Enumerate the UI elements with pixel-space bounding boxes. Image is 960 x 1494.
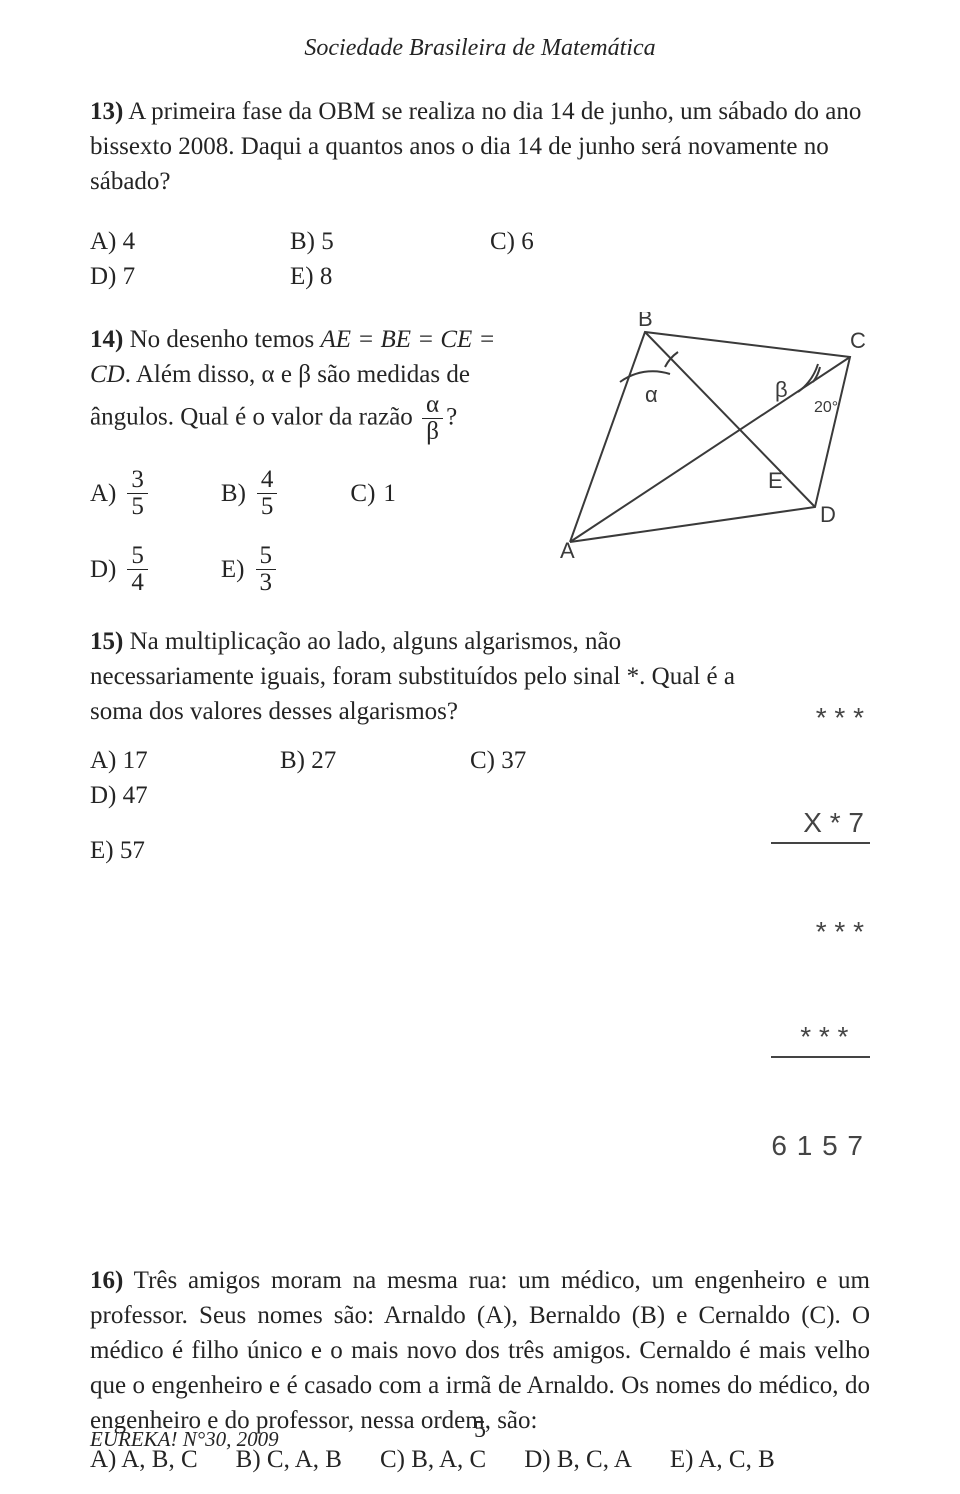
q14-ratio-num: α bbox=[422, 392, 443, 419]
q15-prompt: 15) Na multiplicação ao lado, alguns alg… bbox=[90, 624, 741, 729]
q14-opt-b-frac: 45 bbox=[257, 467, 278, 521]
q14-figure: A B C D E α β 20° bbox=[550, 312, 870, 572]
q13-number: 13) bbox=[90, 98, 123, 125]
q16-number: 16) bbox=[90, 1267, 123, 1294]
q14-text-block: 14) No desenho temos AE = BE = CE = CD. … bbox=[90, 322, 530, 597]
page-footer: EUREKA! N°30, 2009 5 bbox=[90, 1425, 870, 1454]
q15-mult-l4: * * * bbox=[771, 1019, 870, 1058]
q15-mult-l1: * * * bbox=[771, 700, 870, 735]
page: Sociedade Brasileira de Matemática 13) A… bbox=[0, 0, 960, 1494]
q13-body: A primeira fase da OBM se realiza no dia… bbox=[90, 98, 861, 195]
q15-opt-d: D) 47 bbox=[90, 778, 208, 813]
q15-options-row1: A) 17 B) 27 C) 37 D) 47 bbox=[90, 743, 741, 813]
q15-opt-b: B) 27 bbox=[280, 743, 470, 778]
q14-options-row2: D) 54 E) 53 bbox=[90, 543, 530, 597]
q14-label-C: C bbox=[850, 328, 866, 353]
q14-opt-d: D) 54 bbox=[90, 543, 151, 597]
q15-number: 15) bbox=[90, 628, 123, 655]
q14-ratio-frac: αβ bbox=[422, 392, 443, 446]
q14-label-E: E bbox=[768, 468, 783, 493]
q14-label-beta: β bbox=[775, 377, 788, 402]
q15-body: Na multiplicação ao lado, alguns algaris… bbox=[90, 628, 735, 725]
q14-label-B: B bbox=[638, 312, 653, 331]
q14-label-D: D bbox=[820, 502, 836, 527]
q15-mult-l2: X * 7 bbox=[771, 805, 870, 844]
question-13: 13) A primeira fase da OBM se realiza no… bbox=[90, 94, 870, 294]
q14-options-row1: A) 35 B) 45 C) 1 bbox=[90, 467, 530, 521]
q14-ratio-den: β bbox=[422, 419, 443, 445]
q13-opt-c: C) 6 bbox=[490, 224, 690, 259]
q14-opt-c-val: 1 bbox=[383, 476, 396, 511]
q14-opt-e-label: E) bbox=[221, 552, 245, 587]
q13-opt-d: D) 7 bbox=[90, 259, 290, 294]
page-number: 5 bbox=[90, 1414, 870, 1448]
q14-opt-a-frac: 35 bbox=[127, 467, 148, 521]
q14-opt-a: A) 35 bbox=[90, 467, 151, 521]
q13-text: 13) A primeira fase da OBM se realiza no… bbox=[90, 94, 870, 199]
q13-opt-a: A) 4 bbox=[90, 224, 290, 259]
q16-body: Três amigos moram na mesma rua: um médic… bbox=[90, 1267, 870, 1434]
q14-opt-c: C) 1 bbox=[350, 467, 396, 521]
q14-opt-d-frac: 54 bbox=[127, 543, 148, 597]
q15-opt-e: E) 57 bbox=[90, 833, 741, 868]
q13-opt-b: B) 5 bbox=[290, 224, 490, 259]
q14-opt-a-label: A) bbox=[90, 476, 116, 511]
q14-line1a: No desenho temos bbox=[130, 326, 321, 353]
q14-label-A: A bbox=[560, 538, 575, 562]
q15-mult-l5: 6 1 5 7 bbox=[771, 1128, 870, 1163]
q13-opt-e: E) 8 bbox=[290, 259, 392, 294]
q14-line1c: . Além disso, α e β são medidas de ângul… bbox=[90, 361, 470, 430]
q15-opt-a: A) 17 bbox=[90, 743, 280, 778]
q14-opt-d-label: D) bbox=[90, 552, 116, 587]
q14-label-alpha: α bbox=[645, 382, 658, 407]
q14-label-20deg: 20° bbox=[814, 399, 838, 416]
q14-opt-b: B) 45 bbox=[221, 467, 281, 521]
question-15: 15) Na multiplicação ao lado, alguns alg… bbox=[90, 624, 870, 1233]
question-14: 14) No desenho temos AE = BE = CE = CD. … bbox=[90, 322, 870, 597]
q14-number: 14) bbox=[90, 326, 123, 353]
q15-opt-c: C) 37 bbox=[470, 743, 660, 778]
q16-prompt: 16) Três amigos moram na mesma rua: um m… bbox=[90, 1263, 870, 1438]
q15-mult-l3: * * * bbox=[771, 914, 870, 949]
q14-opt-e: E) 53 bbox=[221, 543, 279, 597]
q14-opt-c-label: C) bbox=[350, 476, 375, 511]
q14-opt-b-label: B) bbox=[221, 476, 246, 511]
q15-text-block: 15) Na multiplicação ao lado, alguns alg… bbox=[90, 624, 741, 868]
q14-opt-e-frac: 53 bbox=[256, 543, 277, 597]
q15-multiplication: * * * X * 7 * * * * * * 6 1 5 7 bbox=[771, 630, 870, 1233]
page-header: Sociedade Brasileira de Matemática bbox=[90, 32, 870, 66]
q14-qmark: ? bbox=[446, 403, 457, 430]
q14-svg: A B C D E α β 20° bbox=[550, 312, 870, 562]
q13-options: A) 4 B) 5 C) 6 D) 7 E) 8 bbox=[90, 224, 870, 294]
q14-prompt: 14) No desenho temos AE = BE = CE = CD. … bbox=[90, 322, 530, 446]
